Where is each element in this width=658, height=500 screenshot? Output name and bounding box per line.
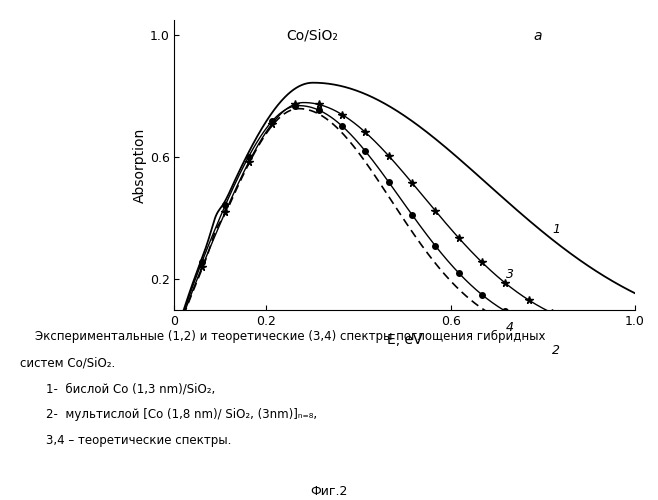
Text: 1-  бислой Co (1,3 nm)/SiO₂,: 1- бислой Co (1,3 nm)/SiO₂, bbox=[46, 382, 215, 395]
Text: 3: 3 bbox=[506, 268, 514, 280]
Text: 2: 2 bbox=[552, 344, 560, 358]
Y-axis label: Absorption: Absorption bbox=[133, 128, 147, 202]
Text: a: a bbox=[534, 28, 542, 42]
Text: Экспериментальные (1,2) и теоретические (3,4) спектры поглощения гибридных: Экспериментальные (1,2) и теоретические … bbox=[20, 330, 545, 343]
Text: 2-  мультислой [Co (1,8 nm)/ SiO₂, (3nm)]ₙ₌₈,: 2- мультислой [Co (1,8 nm)/ SiO₂, (3nm)]… bbox=[46, 408, 317, 421]
Text: 4: 4 bbox=[506, 320, 514, 334]
Text: Co/SiO₂: Co/SiO₂ bbox=[287, 28, 338, 42]
Text: 1: 1 bbox=[552, 224, 560, 236]
Text: систем Co/SiO₂.: систем Co/SiO₂. bbox=[20, 356, 115, 369]
Text: Фиг.2: Фиг.2 bbox=[311, 485, 347, 498]
Text: 3,4 – теоретические спектры.: 3,4 – теоретические спектры. bbox=[46, 434, 232, 447]
X-axis label: E, eV: E, eV bbox=[387, 334, 422, 347]
